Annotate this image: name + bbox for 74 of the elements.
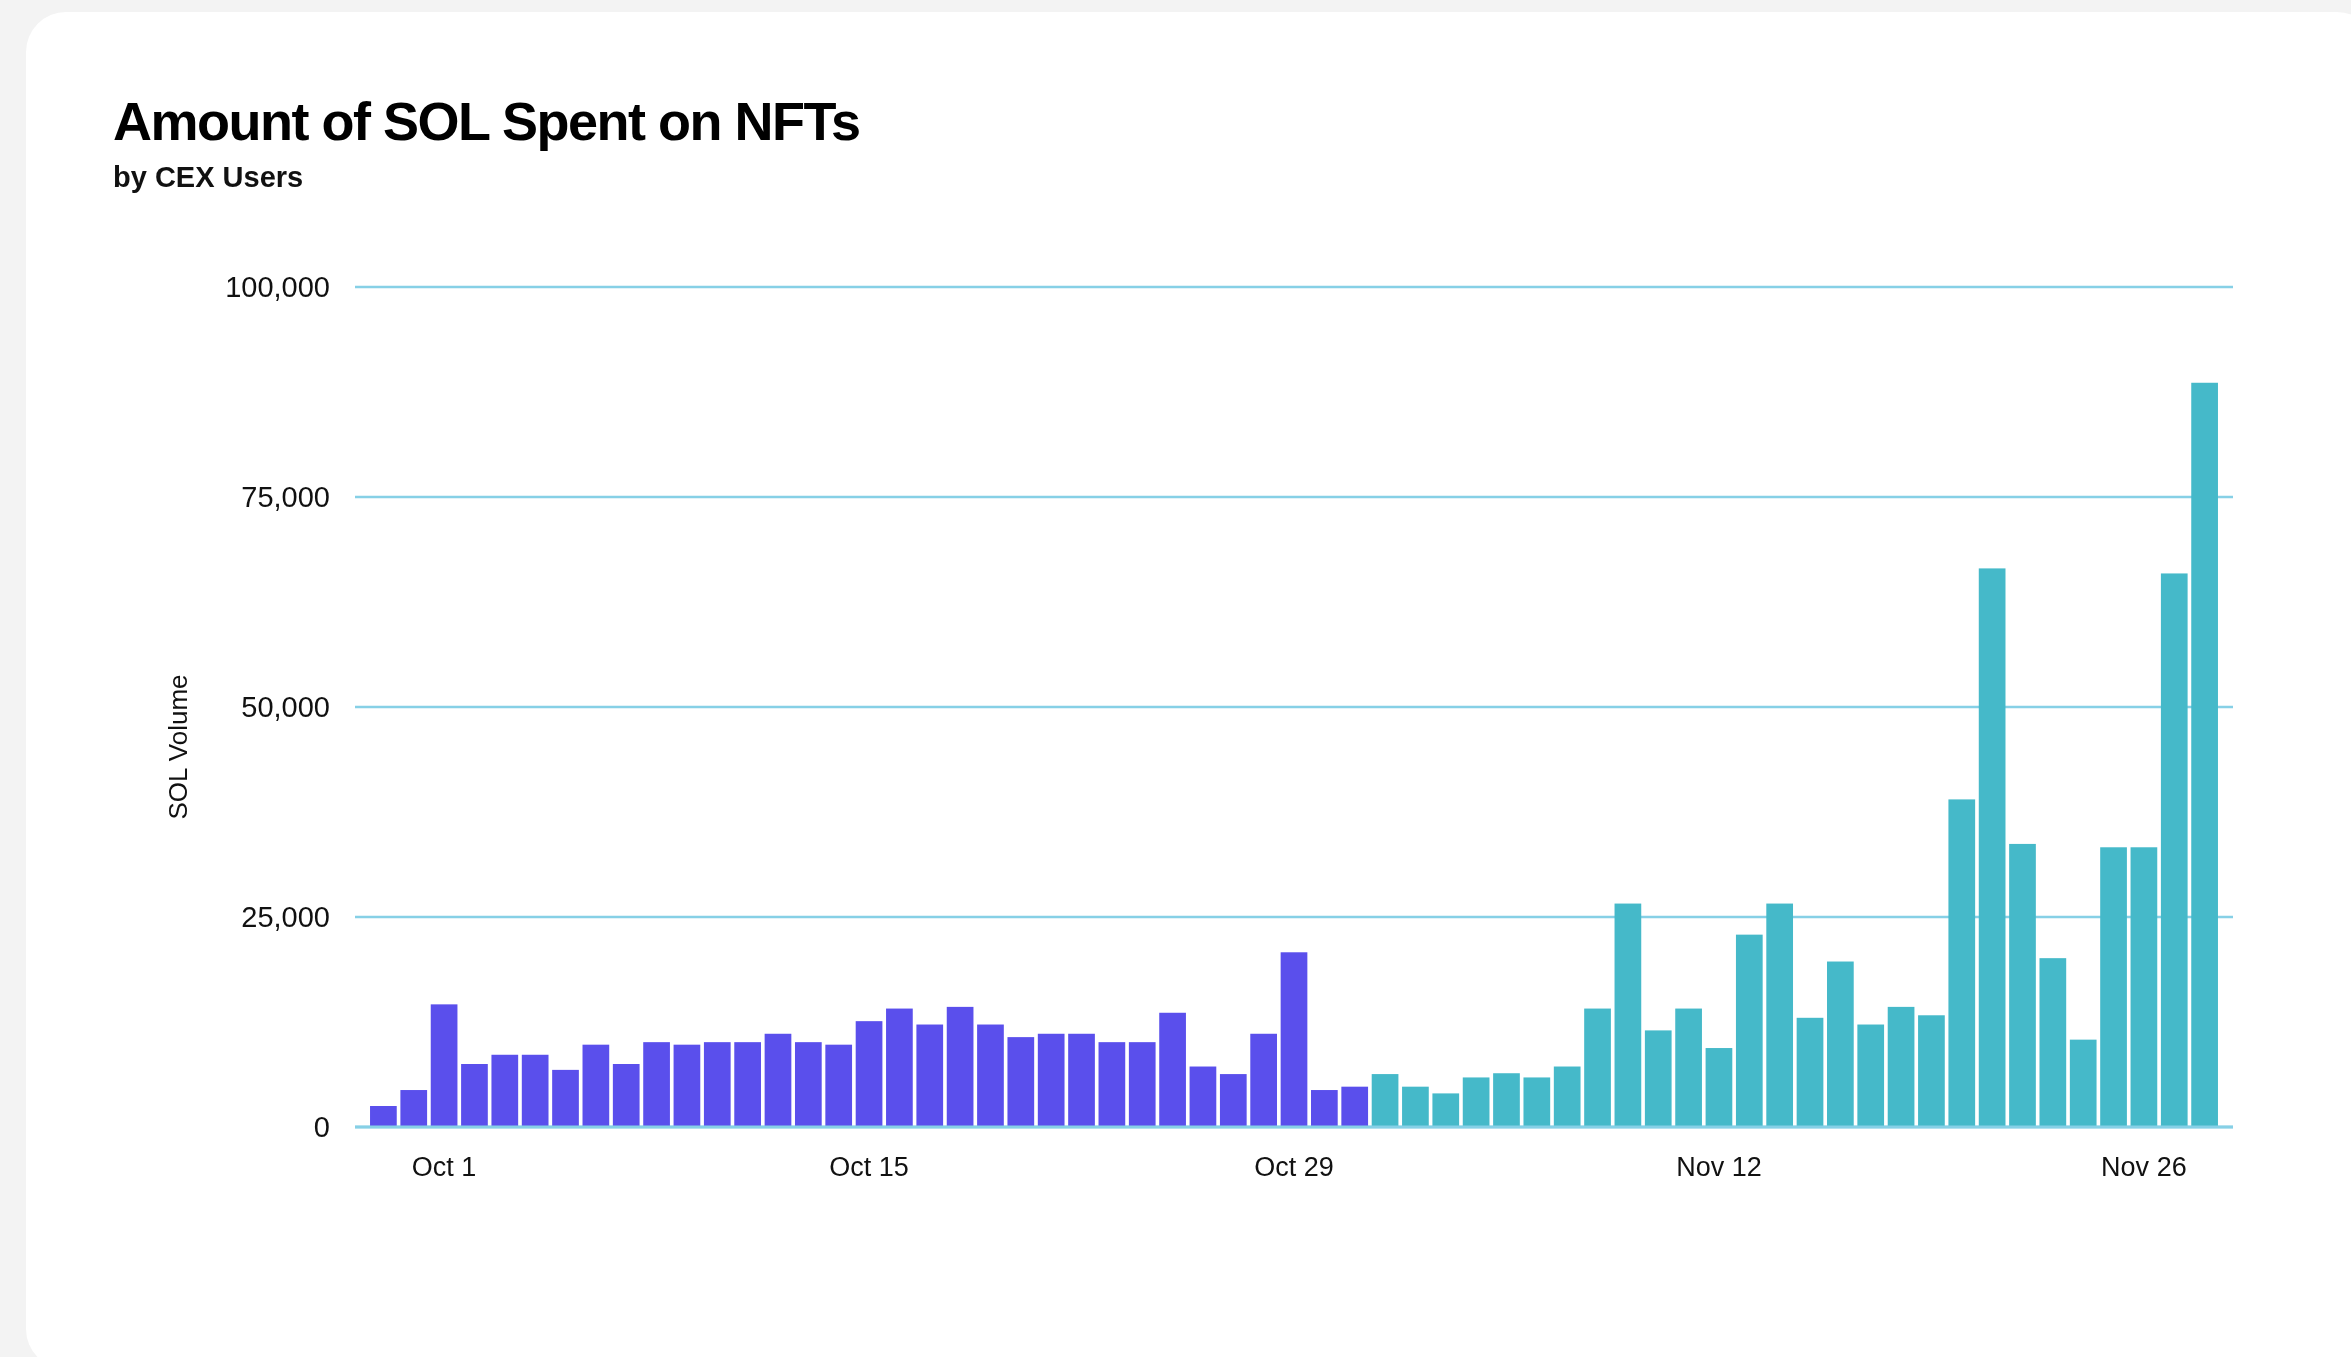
bar — [1098, 1042, 1126, 1127]
y-axis-title: SOL Volume — [163, 674, 193, 820]
bar — [825, 1044, 853, 1127]
bar — [1280, 952, 1308, 1127]
bar — [1644, 1030, 1672, 1127]
bar — [1341, 1086, 1369, 1127]
bar — [734, 1042, 761, 1127]
bar — [1432, 1093, 1460, 1127]
bar — [2191, 382, 2218, 1127]
bar — [1827, 961, 1854, 1127]
bar — [1766, 903, 1794, 1127]
bar — [977, 1024, 1004, 1127]
bar — [794, 1042, 822, 1127]
bar — [1584, 1008, 1611, 1127]
bar — [1675, 1008, 1702, 1127]
bar — [1523, 1077, 1551, 1127]
bar — [764, 1033, 792, 1127]
bar — [1068, 1033, 1095, 1127]
bar — [430, 1004, 458, 1127]
bar — [461, 1064, 488, 1127]
bar — [521, 1054, 549, 1127]
x-tick-label: Oct 15 — [829, 1152, 909, 1183]
bar — [1857, 1024, 1885, 1127]
bar — [612, 1064, 640, 1127]
bar — [1159, 1012, 1186, 1127]
bar — [1128, 1042, 1156, 1127]
bar — [855, 1021, 883, 1127]
bar — [1796, 1017, 1824, 1127]
bar — [1705, 1048, 1733, 1127]
chart-title: Amount of SOL Spent on NFTs — [113, 91, 860, 151]
bar — [1553, 1066, 1581, 1127]
x-tick-label: Nov 26 — [2101, 1152, 2187, 1183]
y-tick-label: 50,000 — [241, 691, 330, 724]
bar — [1189, 1066, 1217, 1127]
bar — [552, 1069, 579, 1127]
bar — [1037, 1033, 1065, 1127]
y-tick-label: 25,000 — [241, 901, 330, 934]
bar — [2009, 843, 2036, 1127]
bar — [2100, 847, 2127, 1127]
bar — [2039, 958, 2067, 1127]
bar — [582, 1044, 610, 1127]
bar — [1493, 1073, 1520, 1127]
bar — [1007, 1037, 1035, 1127]
bar — [1887, 1006, 1915, 1127]
bar — [1918, 1015, 1945, 1127]
bar — [1735, 934, 1763, 1127]
bar — [1978, 568, 2006, 1127]
bar — [2160, 573, 2188, 1127]
x-tick-label: Nov 12 — [1676, 1152, 1762, 1183]
y-tick-label: 75,000 — [241, 481, 330, 514]
y-tick-label: 0 — [313, 1111, 330, 1144]
bar — [703, 1042, 731, 1127]
bar — [673, 1044, 701, 1127]
bar — [1614, 903, 1642, 1127]
bar — [370, 1106, 397, 1127]
bar — [491, 1054, 519, 1127]
bar — [916, 1024, 944, 1127]
bar — [400, 1090, 428, 1127]
bar — [1371, 1074, 1399, 1127]
y-tick-label: 100,000 — [225, 271, 330, 304]
bar — [1250, 1033, 1277, 1127]
bar — [886, 1008, 913, 1127]
bar — [1462, 1077, 1490, 1127]
bar — [1219, 1074, 1247, 1127]
bar — [2130, 847, 2158, 1127]
bar — [643, 1042, 670, 1127]
chart-subtitle: by CEX Users — [113, 161, 304, 193]
bar — [1948, 799, 1976, 1127]
bar — [2069, 1039, 2097, 1127]
bar — [1402, 1086, 1429, 1127]
bar — [1311, 1090, 1338, 1127]
x-tick-label: Oct 29 — [1254, 1152, 1334, 1183]
bar — [946, 1006, 974, 1127]
x-tick-label: Oct 1 — [411, 1152, 477, 1183]
